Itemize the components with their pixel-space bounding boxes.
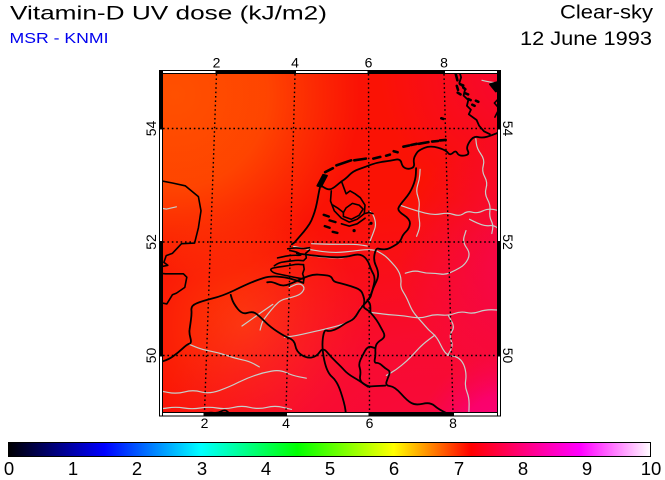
svg-text:9: 9 — [582, 458, 592, 479]
svg-text:6: 6 — [365, 55, 373, 71]
svg-text:8: 8 — [518, 458, 528, 479]
svg-text:4: 4 — [291, 55, 299, 71]
svg-text:50: 50 — [143, 348, 159, 364]
svg-text:6: 6 — [389, 458, 399, 479]
svg-text:8: 8 — [449, 415, 457, 431]
svg-text:0: 0 — [4, 458, 14, 479]
svg-text:2: 2 — [201, 415, 209, 431]
svg-text:7: 7 — [454, 458, 464, 479]
svg-text:8: 8 — [440, 55, 448, 71]
svg-text:2: 2 — [132, 458, 142, 479]
svg-text:52: 52 — [500, 234, 516, 250]
svg-text:MSR - KNMI: MSR - KNMI — [10, 30, 109, 47]
svg-text:4: 4 — [261, 458, 271, 479]
svg-text:1: 1 — [68, 458, 78, 479]
svg-text:Vitamin-D UV dose (kJ/m2): Vitamin-D UV dose (kJ/m2) — [10, 3, 327, 25]
svg-text:54: 54 — [143, 121, 159, 137]
svg-text:50: 50 — [500, 348, 516, 364]
svg-text:54: 54 — [500, 121, 516, 137]
svg-text:5: 5 — [325, 458, 335, 479]
svg-text:52: 52 — [143, 234, 159, 250]
svg-text:6: 6 — [366, 415, 374, 431]
svg-text:Clear-sky: Clear-sky — [560, 3, 654, 24]
svg-text:10: 10 — [641, 458, 662, 479]
svg-text:12 June 1993: 12 June 1993 — [520, 29, 652, 50]
svg-text:2: 2 — [213, 55, 221, 71]
svg-text:3: 3 — [197, 458, 207, 479]
svg-text:4: 4 — [282, 415, 290, 431]
